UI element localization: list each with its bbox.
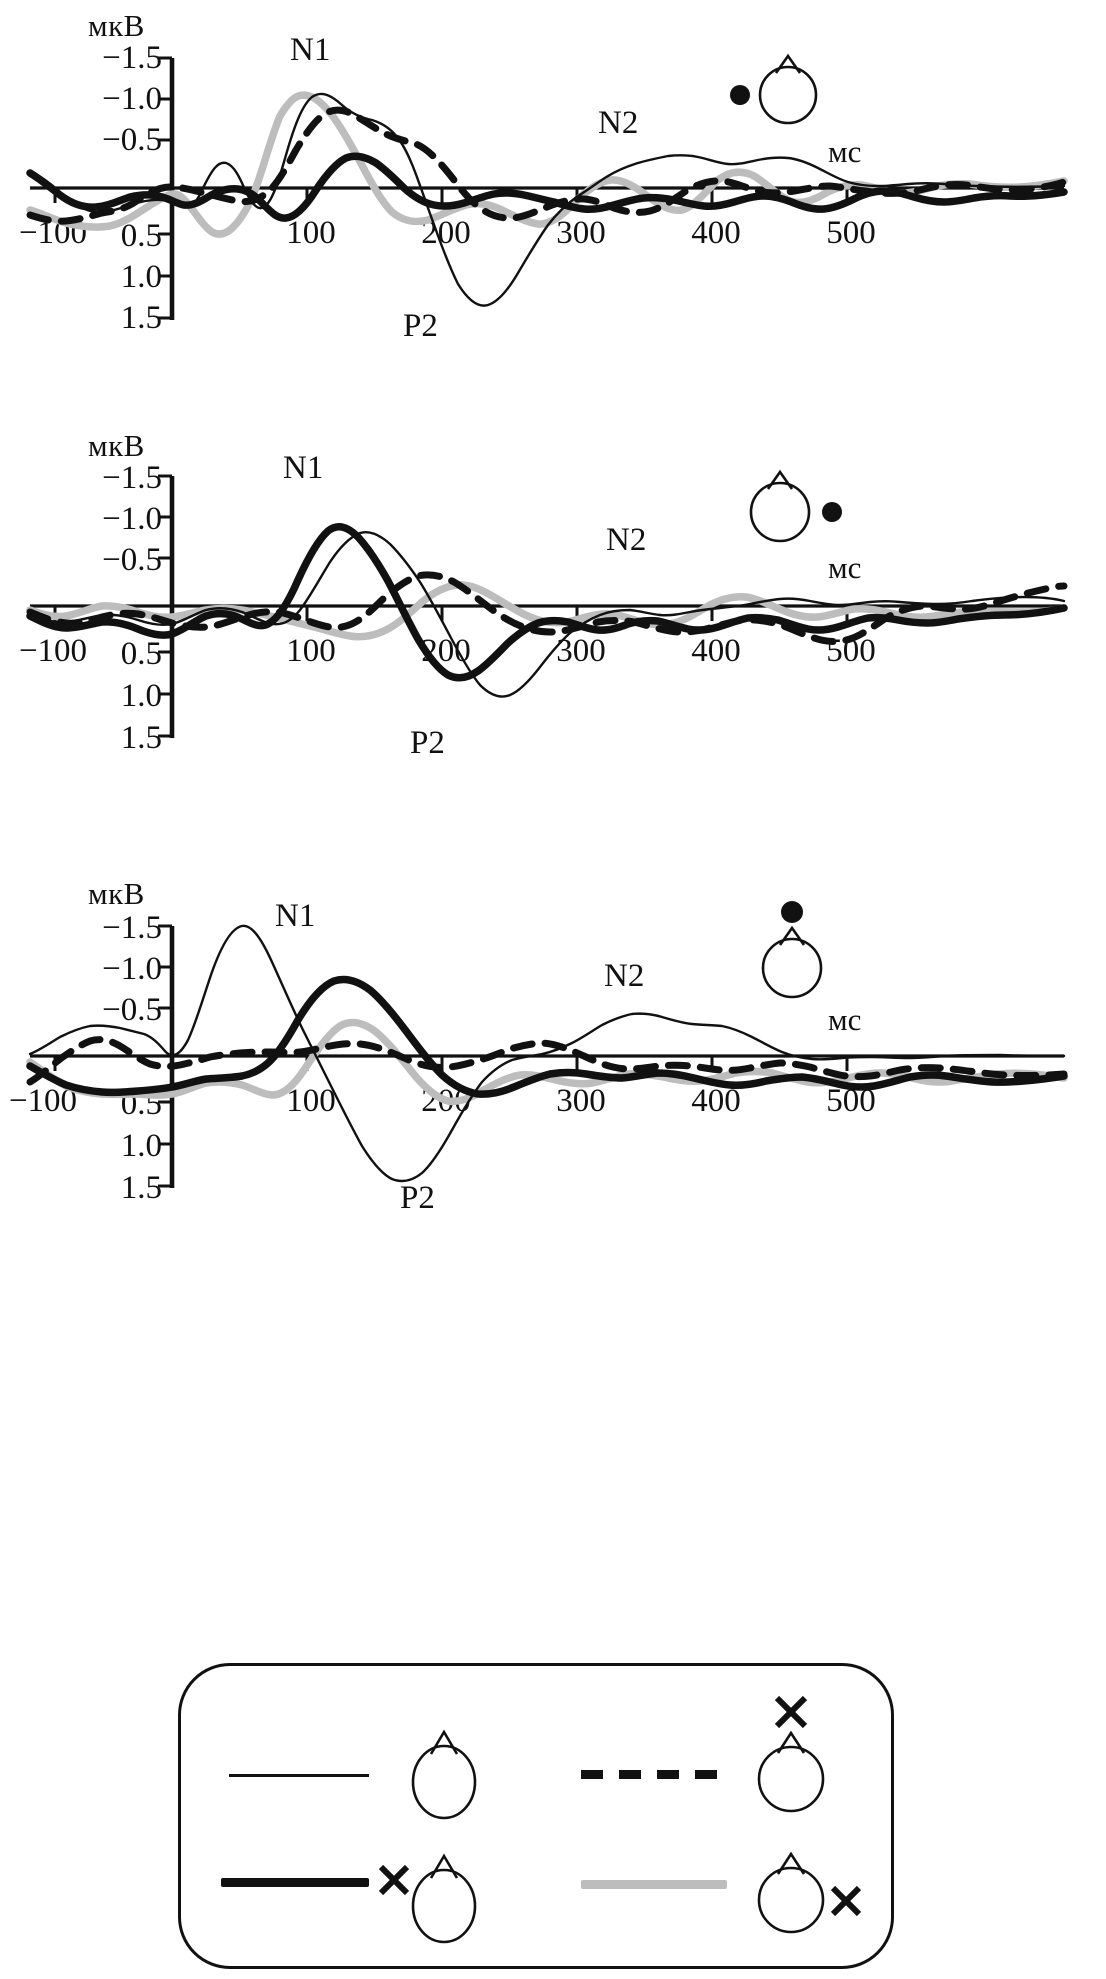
y-tick-1.0: 1.0 xyxy=(120,678,162,714)
y-tick-0.5: 0.5 xyxy=(120,636,162,672)
x-tick-500: 500 xyxy=(826,215,876,251)
peak-label-n2: N2 xyxy=(598,105,639,141)
x-tick--100: −100 xyxy=(18,633,88,669)
legend-line-thick-solid xyxy=(221,1878,369,1887)
legend-x-left-marker xyxy=(371,1846,417,1901)
peak-label-n1: N1 xyxy=(283,450,324,486)
x-unit-label: мс xyxy=(828,1002,862,1037)
x-tick-100: 100 xyxy=(286,633,336,669)
peak-label-n1: N1 xyxy=(275,898,316,934)
head-icon-dot-right xyxy=(740,464,850,554)
legend-head-plain xyxy=(399,1714,489,1829)
erp-panel-2: мкВ мс −1.5 −1.0 −0.5 0.5 1.0 1.5 −100 1… xyxy=(0,428,1106,880)
y-tick-1.5: 1.5 xyxy=(120,1170,162,1206)
x-tick-100: 100 xyxy=(286,1083,336,1119)
y-tick--1.0: −1.0 xyxy=(102,501,162,537)
erp-panel-3: мкВ мс −1.5 −1.0 −0.5 0.5 1.0 1.5 −100 1… xyxy=(0,876,1106,1320)
head-icon-dot-top xyxy=(748,898,838,1013)
x-tick-400: 400 xyxy=(691,1083,741,1119)
x-tick-400: 400 xyxy=(691,633,741,669)
legend-head-x-right xyxy=(743,1826,863,1961)
legend-head-x-top xyxy=(743,1686,843,1831)
y-tick--1.0: −1.0 xyxy=(102,951,162,987)
x-tick-100: 100 xyxy=(286,215,336,251)
y-tick--1.5: −1.5 xyxy=(102,910,162,946)
peak-label-p2: P2 xyxy=(410,725,445,761)
y-tick-0.5: 0.5 xyxy=(120,218,162,254)
x-tick-300: 300 xyxy=(556,1083,606,1119)
x-unit-label: мс xyxy=(828,134,862,169)
legend-line-gray-solid xyxy=(581,1880,727,1889)
y-tick-1.5: 1.5 xyxy=(120,720,162,756)
y-tick--1.0: −1.0 xyxy=(102,81,162,117)
y-tick-1.5: 1.5 xyxy=(120,300,162,336)
y-unit-label: мкВ xyxy=(88,8,145,43)
y-unit-label: мкВ xyxy=(88,876,145,911)
peak-label-n2: N2 xyxy=(604,958,645,994)
legend-line-dashed xyxy=(581,1770,727,1779)
y-tick--0.5: −0.5 xyxy=(102,542,162,578)
y-tick--1.5: −1.5 xyxy=(102,40,162,76)
legend-head-x-left xyxy=(399,1834,489,1959)
panel-2-plot xyxy=(26,474,1068,738)
y-tick-1.0: 1.0 xyxy=(120,1128,162,1164)
y-tick--0.5: −0.5 xyxy=(102,992,162,1028)
x-unit-label: мс xyxy=(828,550,862,585)
x-tick-400: 400 xyxy=(691,215,741,251)
y-tick--1.5: −1.5 xyxy=(102,460,162,496)
peak-label-p2: P2 xyxy=(403,308,438,344)
x-tick-300: 300 xyxy=(556,215,606,251)
head-icon-dot-left xyxy=(726,50,826,135)
legend-line-thin-solid xyxy=(229,1774,369,1777)
peak-label-n2: N2 xyxy=(606,522,647,558)
peak-label-p2: P2 xyxy=(400,1180,435,1216)
panel-3-plot xyxy=(26,924,1068,1188)
erp-panel-1: мкВ мс −1.5 −1.0 −0.5 0.5 1.0 1.5 −100 1… xyxy=(0,0,1106,440)
legend-box xyxy=(178,1663,894,1969)
peak-label-n1: N1 xyxy=(290,32,331,68)
y-tick-1.0: 1.0 xyxy=(120,259,162,295)
panel-1-plot xyxy=(26,56,1068,320)
y-unit-label: мкВ xyxy=(88,428,145,463)
y-tick--0.5: −0.5 xyxy=(102,122,162,158)
